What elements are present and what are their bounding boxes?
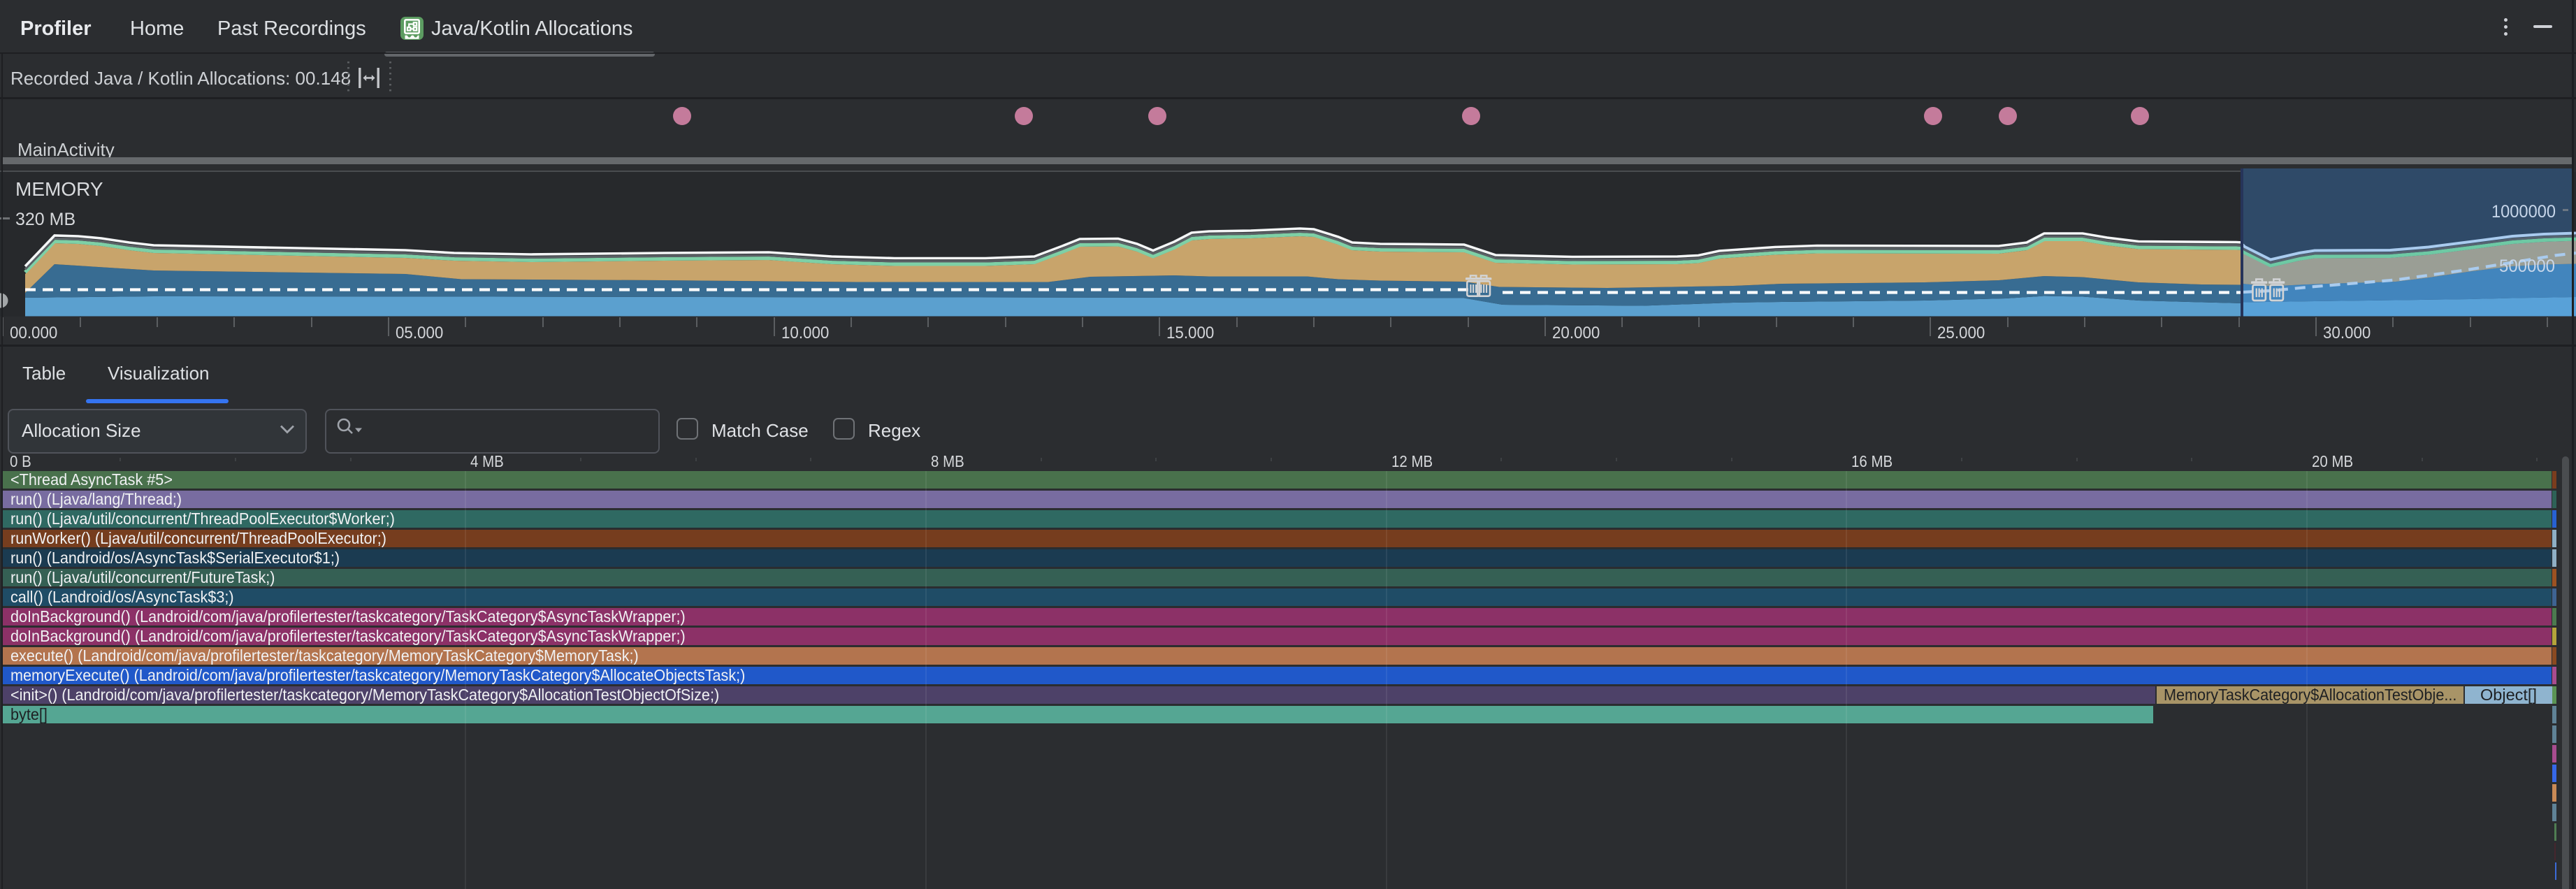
- svg-text:1000000: 1000000: [2491, 202, 2556, 222]
- svg-text:500000: 500000: [2499, 256, 2555, 276]
